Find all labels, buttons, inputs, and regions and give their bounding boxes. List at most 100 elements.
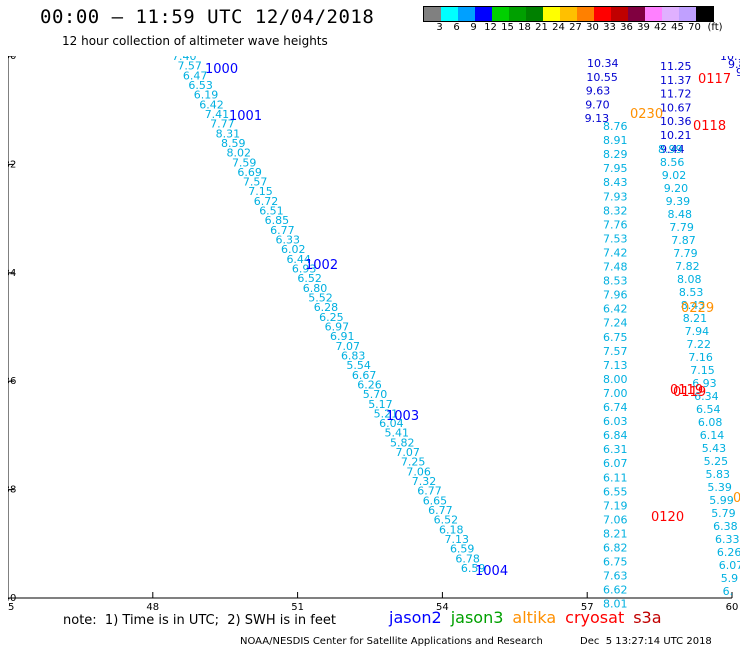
diagonal-track-value: 6.59 xyxy=(461,562,486,575)
diagonal-track-value: 6.51 xyxy=(259,205,284,218)
legend-cryosat: cryosat xyxy=(565,608,625,627)
track-b-value: 6.38 xyxy=(713,520,738,533)
color-scale-unit: (ft) xyxy=(707,22,723,33)
track-b-value: 6.93 xyxy=(692,377,717,390)
diagonal-track-value: 5.82 xyxy=(390,436,415,449)
diagonal-track-value: 7.32 xyxy=(412,475,437,488)
diagonal-track-value: 7.07 xyxy=(336,340,361,353)
y-tick-label: -34 xyxy=(8,268,16,279)
diagonal-track-value: 6.52 xyxy=(434,514,459,527)
pass-id-label: 1001 xyxy=(229,109,262,124)
color-scale-label: 30 xyxy=(586,22,599,33)
track-b-value: 6.54 xyxy=(696,403,721,416)
color-scale-label: 42 xyxy=(654,22,667,33)
y-tick-label: -30 xyxy=(8,56,16,62)
track-b-blue-value: 10.21 xyxy=(660,129,692,142)
track-a-value: 6.82 xyxy=(603,542,628,555)
track-a-value: 8.01 xyxy=(603,598,628,611)
color-scale-swatch xyxy=(458,7,475,21)
diagonal-track-value: 6.78 xyxy=(455,552,480,565)
color-scale-swatch xyxy=(509,7,526,21)
track-a-value: 7.24 xyxy=(603,317,628,330)
track-a-value: 8.76 xyxy=(603,120,628,133)
track-a-value: 8.53 xyxy=(603,275,628,288)
color-scale-label: 9 xyxy=(470,22,477,33)
diagonal-track-value: 7.06 xyxy=(406,465,431,478)
diagonal-track-value: 6.72 xyxy=(254,195,279,208)
satellite-legend: jason2 jason3 altika cryosat s3a xyxy=(389,608,671,627)
track-a-value: 6.55 xyxy=(603,485,628,498)
footer-note: note: 1) Time is in UTC; 2) SWH is in fe… xyxy=(63,613,336,628)
color-scale-label: 18 xyxy=(518,22,531,33)
track-a-value: 6.75 xyxy=(603,556,628,569)
color-scale-swatch xyxy=(492,7,509,21)
color-scale-swatch xyxy=(526,7,543,21)
color-scale-label: 6 xyxy=(453,22,460,33)
track-a-value: 6.31 xyxy=(603,443,628,456)
color-scale-swatch xyxy=(645,7,662,21)
legend-jason2: jason2 xyxy=(389,608,442,627)
y-tick-label: -40 xyxy=(8,593,16,604)
track-a-value: 6.42 xyxy=(603,303,628,316)
track-b-value: 5.79 xyxy=(711,507,736,520)
track-b-value: 7.15 xyxy=(690,364,715,377)
color-scale-label: 15 xyxy=(501,22,514,33)
map-subtitle: 12 hour collection of altimeter wave hei… xyxy=(62,34,328,48)
track-a-value: 7.53 xyxy=(603,232,628,245)
x-tick-label: 60 xyxy=(726,602,739,612)
track-a-value: 6.07 xyxy=(603,457,628,470)
color-scale-swatch xyxy=(628,7,645,21)
track-b-value: 8.21 xyxy=(683,312,708,325)
diagonal-track-value: 6.44 xyxy=(286,253,311,266)
diagonal-track-value: 6.18 xyxy=(439,523,464,536)
color-scale-label: 45 xyxy=(671,22,684,33)
track-a-blue-value: 9.70 xyxy=(585,98,610,111)
diagonal-track-value: 6.69 xyxy=(237,166,262,179)
diagonal-track-value: 7.57 xyxy=(177,60,202,73)
diagonal-track-value: 6.77 xyxy=(428,504,453,517)
track-b-value: 5.83 xyxy=(706,468,731,481)
track-b-value: 9.39 xyxy=(666,195,691,208)
track-a-value: 7.63 xyxy=(603,570,628,583)
diagonal-track-value: 6.83 xyxy=(341,349,366,362)
map-title: 00:00 – 11:59 UTC 12/04/2018 xyxy=(40,6,375,28)
pass-id-label: 1004 xyxy=(475,564,508,579)
track-b-value: 5.9 xyxy=(721,572,739,585)
track-a-blue-value: 10.34 xyxy=(587,57,619,70)
diagonal-track-value: 7.57 xyxy=(243,176,268,189)
pass-id-label: 1002 xyxy=(305,258,338,273)
diagonal-track-value: 6.33 xyxy=(276,234,301,247)
legend-altika: altika xyxy=(512,608,557,627)
diagonal-track-value: 5.70 xyxy=(363,388,388,401)
track-b-value: 5.99 xyxy=(709,494,734,507)
pass-id-label: 0229 xyxy=(681,301,714,316)
color-scale-swatch xyxy=(577,7,594,21)
color-scale-swatch xyxy=(441,7,458,21)
track-a-value: 7.76 xyxy=(603,218,628,231)
track-b-blue-value: 11.72 xyxy=(660,88,692,101)
pass-id-label: 0 xyxy=(733,491,740,506)
x-tick-label: 45 xyxy=(8,602,14,612)
diagonal-track-value: 7.13 xyxy=(445,533,470,546)
track-a-value: 7.13 xyxy=(603,359,628,372)
diagonal-track-value: 5.21 xyxy=(374,407,399,420)
diagonal-track-value: 6.59 xyxy=(450,543,475,556)
x-tick-label: 54 xyxy=(436,602,449,612)
diagonal-track-value: 7.77 xyxy=(210,118,235,131)
track-b-value: 9.02 xyxy=(662,169,687,182)
diagonal-track-value: 6.47 xyxy=(183,69,208,82)
diagonal-track-value: 7.41 xyxy=(205,108,230,121)
diagonal-track-value: 6.93 xyxy=(292,263,317,276)
track-b-value: 7.16 xyxy=(688,351,713,364)
track-b-value: 8.08 xyxy=(677,273,702,286)
track-b-blue-value: 10.36 xyxy=(660,115,692,128)
track-a-value: 7.00 xyxy=(603,387,628,400)
diagonal-track-value: 6.52 xyxy=(297,272,322,285)
track-a-value: 6.74 xyxy=(603,401,628,414)
diagonal-track-value: 7.25 xyxy=(401,456,426,469)
track-a-blue-value: 9.63 xyxy=(586,85,611,98)
track-b-value: 6.26 xyxy=(717,546,740,559)
track-c-blue-value: 9.8 xyxy=(728,58,740,71)
pass-id-label: 0120 xyxy=(651,510,684,525)
track-a-blue-value: 10.55 xyxy=(586,71,618,84)
